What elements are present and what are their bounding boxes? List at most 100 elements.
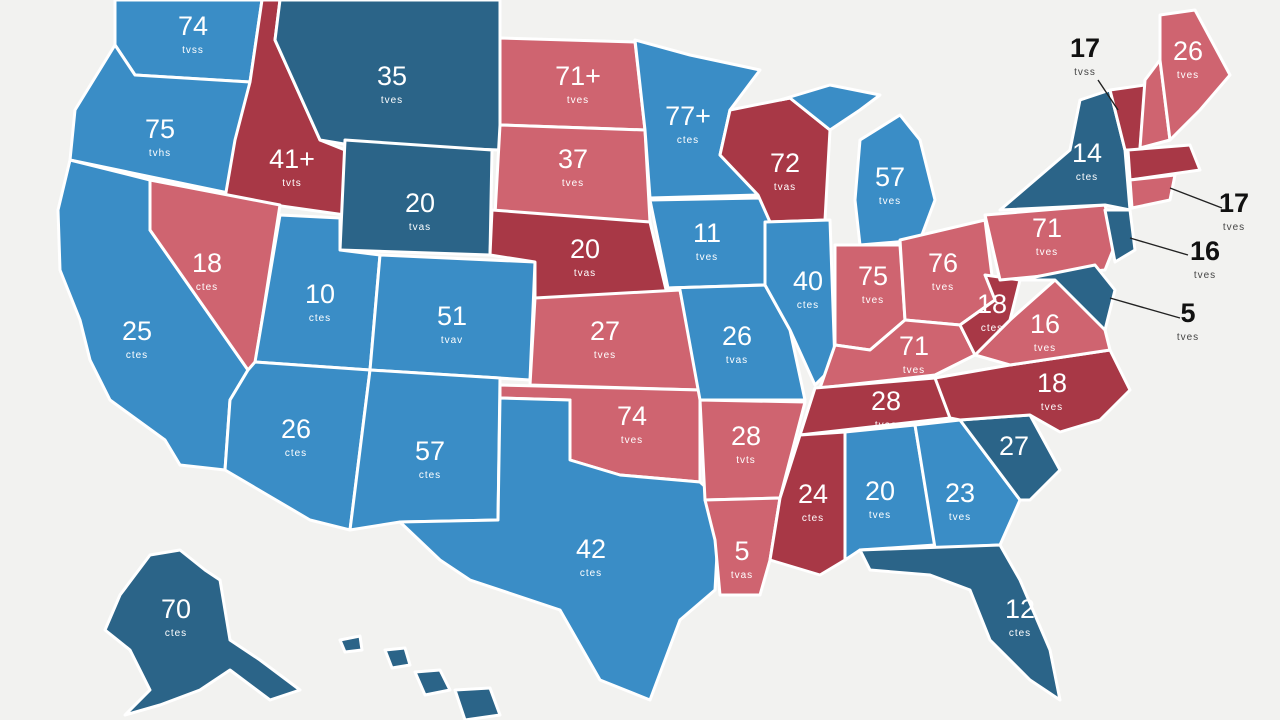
state-subtext-ky: tves <box>903 365 925 376</box>
state-subtext-nj: tves <box>1194 270 1216 281</box>
state-subtext-va: tves <box>1034 343 1056 354</box>
state-subtext-tx: ctes <box>580 568 602 579</box>
state-subtext-mt: tves <box>381 95 403 106</box>
state-georgia[interactable] <box>913 418 1022 550</box>
state-value-ut: 10 <box>305 279 335 309</box>
state-labels: 74 tvss 75 tvhs 25 ctes 41+ tvts 18 ctes 35 tves 20 t… <box>122 11 1249 639</box>
state-subtext-la: tvas <box>731 570 753 581</box>
state-subtext-il: ctes <box>797 300 819 311</box>
state-value-ar: 28 <box>731 421 761 451</box>
state-value-sc: 27 <box>999 431 1029 461</box>
state-subtext-ks: tves <box>594 350 616 361</box>
state-subtext-nv: ctes <box>196 282 218 293</box>
state-value-mo: 26 <box>722 321 752 351</box>
state-value-md: 5 <box>1180 298 1195 328</box>
state-subtext-ak: ctes <box>165 628 187 639</box>
state-subtext-in: tves <box>862 295 884 306</box>
state-subtext-vt: tvss <box>1074 67 1096 78</box>
state-subtext-al: tves <box>869 510 891 521</box>
state-illinois[interactable] <box>763 218 837 387</box>
state-michigan-upper[interactable] <box>778 83 882 132</box>
state-subtext-ny: ctes <box>1076 172 1098 183</box>
state-value-tx: 42 <box>576 534 606 564</box>
state-subtext-nc: tves <box>1041 402 1063 413</box>
state-subtext-me: tves <box>1177 70 1199 81</box>
state-subtext-ms: ctes <box>802 513 824 524</box>
state-value-tn: 28 <box>871 386 901 416</box>
state-subtext-wv: ctes <box>981 323 1003 334</box>
state-value-nv: 18 <box>192 248 222 278</box>
state-value-in: 75 <box>858 261 888 291</box>
state-maryland[interactable] <box>1018 263 1117 332</box>
state-value-ga: 23 <box>945 478 975 508</box>
state-value-oh: 76 <box>928 248 958 278</box>
state-massachusetts[interactable] <box>1126 143 1202 182</box>
state-subtext-ut: ctes <box>309 313 331 324</box>
state-value-vt: 17 <box>1070 33 1100 63</box>
state-value-sd: 37 <box>558 144 588 174</box>
state-subtext-ne: tvas <box>574 268 596 279</box>
state-value-al: 20 <box>865 476 895 506</box>
state-value-pa: 71 <box>1032 213 1062 243</box>
state-subtext-ga: tves <box>949 512 971 523</box>
state-value-mn: 77+ <box>665 101 711 131</box>
state-subtext-fl: ctes <box>1009 628 1031 639</box>
state-value-ok: 74 <box>617 401 647 431</box>
state-subtext-nm: ctes <box>419 470 441 481</box>
state-value-wa: 74 <box>178 11 208 41</box>
state-value-ma: 17 <box>1219 188 1249 218</box>
state-subtext-ar: tvts <box>736 455 756 466</box>
state-value-nd: 71+ <box>555 61 601 91</box>
state-value-nm: 57 <box>415 436 445 466</box>
state-value-id: 41+ <box>269 144 315 174</box>
state-value-nj: 16 <box>1190 236 1220 266</box>
state-value-ne: 20 <box>570 234 600 264</box>
state-subtext-ca: ctes <box>126 350 148 361</box>
state-subtext-ok: tves <box>621 435 643 446</box>
leader-line-vermont <box>1097 79 1119 111</box>
state-connecticut[interactable] <box>1128 173 1177 210</box>
state-subtext-id: tvts <box>282 178 302 189</box>
state-value-co: 51 <box>437 301 467 331</box>
state-value-fl: 12 <box>1005 594 1035 624</box>
state-value-la: 5 <box>734 536 749 566</box>
state-subtext-mn: ctes <box>677 135 699 146</box>
state-value-ms: 24 <box>798 479 828 509</box>
state-value-mi: 57 <box>875 162 905 192</box>
state-alaska[interactable] <box>103 548 302 717</box>
state-value-ky: 71 <box>899 331 929 361</box>
state-maine[interactable] <box>1158 8 1232 142</box>
state-value-ia: 11 <box>693 218 721 248</box>
state-subtext-sd: tves <box>562 178 584 189</box>
state-value-ca: 25 <box>122 316 152 346</box>
state-florida[interactable] <box>858 543 1062 702</box>
state-subtext-oh: tves <box>932 282 954 293</box>
state-value-or: 75 <box>145 114 175 144</box>
state-value-ks: 27 <box>590 316 620 346</box>
state-subtext-wy: tvas <box>409 222 431 233</box>
state-new-jersey[interactable] <box>1103 208 1137 264</box>
state-subtext-or: tvhs <box>149 148 171 159</box>
state-value-va: 16 <box>1030 309 1060 339</box>
state-subtext-mi: tves <box>879 196 901 207</box>
state-subtext-ma: tves <box>1223 222 1245 233</box>
leader-line-massachusetts <box>1169 187 1223 209</box>
state-value-wv: 18 <box>977 289 1007 319</box>
state-value-mt: 35 <box>377 61 407 91</box>
state-subtext-ia: tves <box>696 252 718 263</box>
state-value-ak: 70 <box>161 594 191 624</box>
state-subtext-nd: tves <box>567 95 589 106</box>
state-subtext-pa: tves <box>1036 247 1058 258</box>
state-subtext-az: ctes <box>285 448 307 459</box>
state-hawaii[interactable] <box>338 634 502 720</box>
state-subtext-wa: tvss <box>182 45 204 56</box>
state-value-nc: 18 <box>1037 368 1067 398</box>
state-value-me: 26 <box>1173 36 1203 66</box>
state-value-il: 40 <box>793 266 823 296</box>
state-michigan[interactable] <box>853 113 937 247</box>
state-value-wy: 20 <box>405 188 435 218</box>
state-texas[interactable] <box>398 396 722 702</box>
state-subtext-mo: tvas <box>726 355 748 366</box>
leader-line-new-jersey <box>1129 237 1189 256</box>
